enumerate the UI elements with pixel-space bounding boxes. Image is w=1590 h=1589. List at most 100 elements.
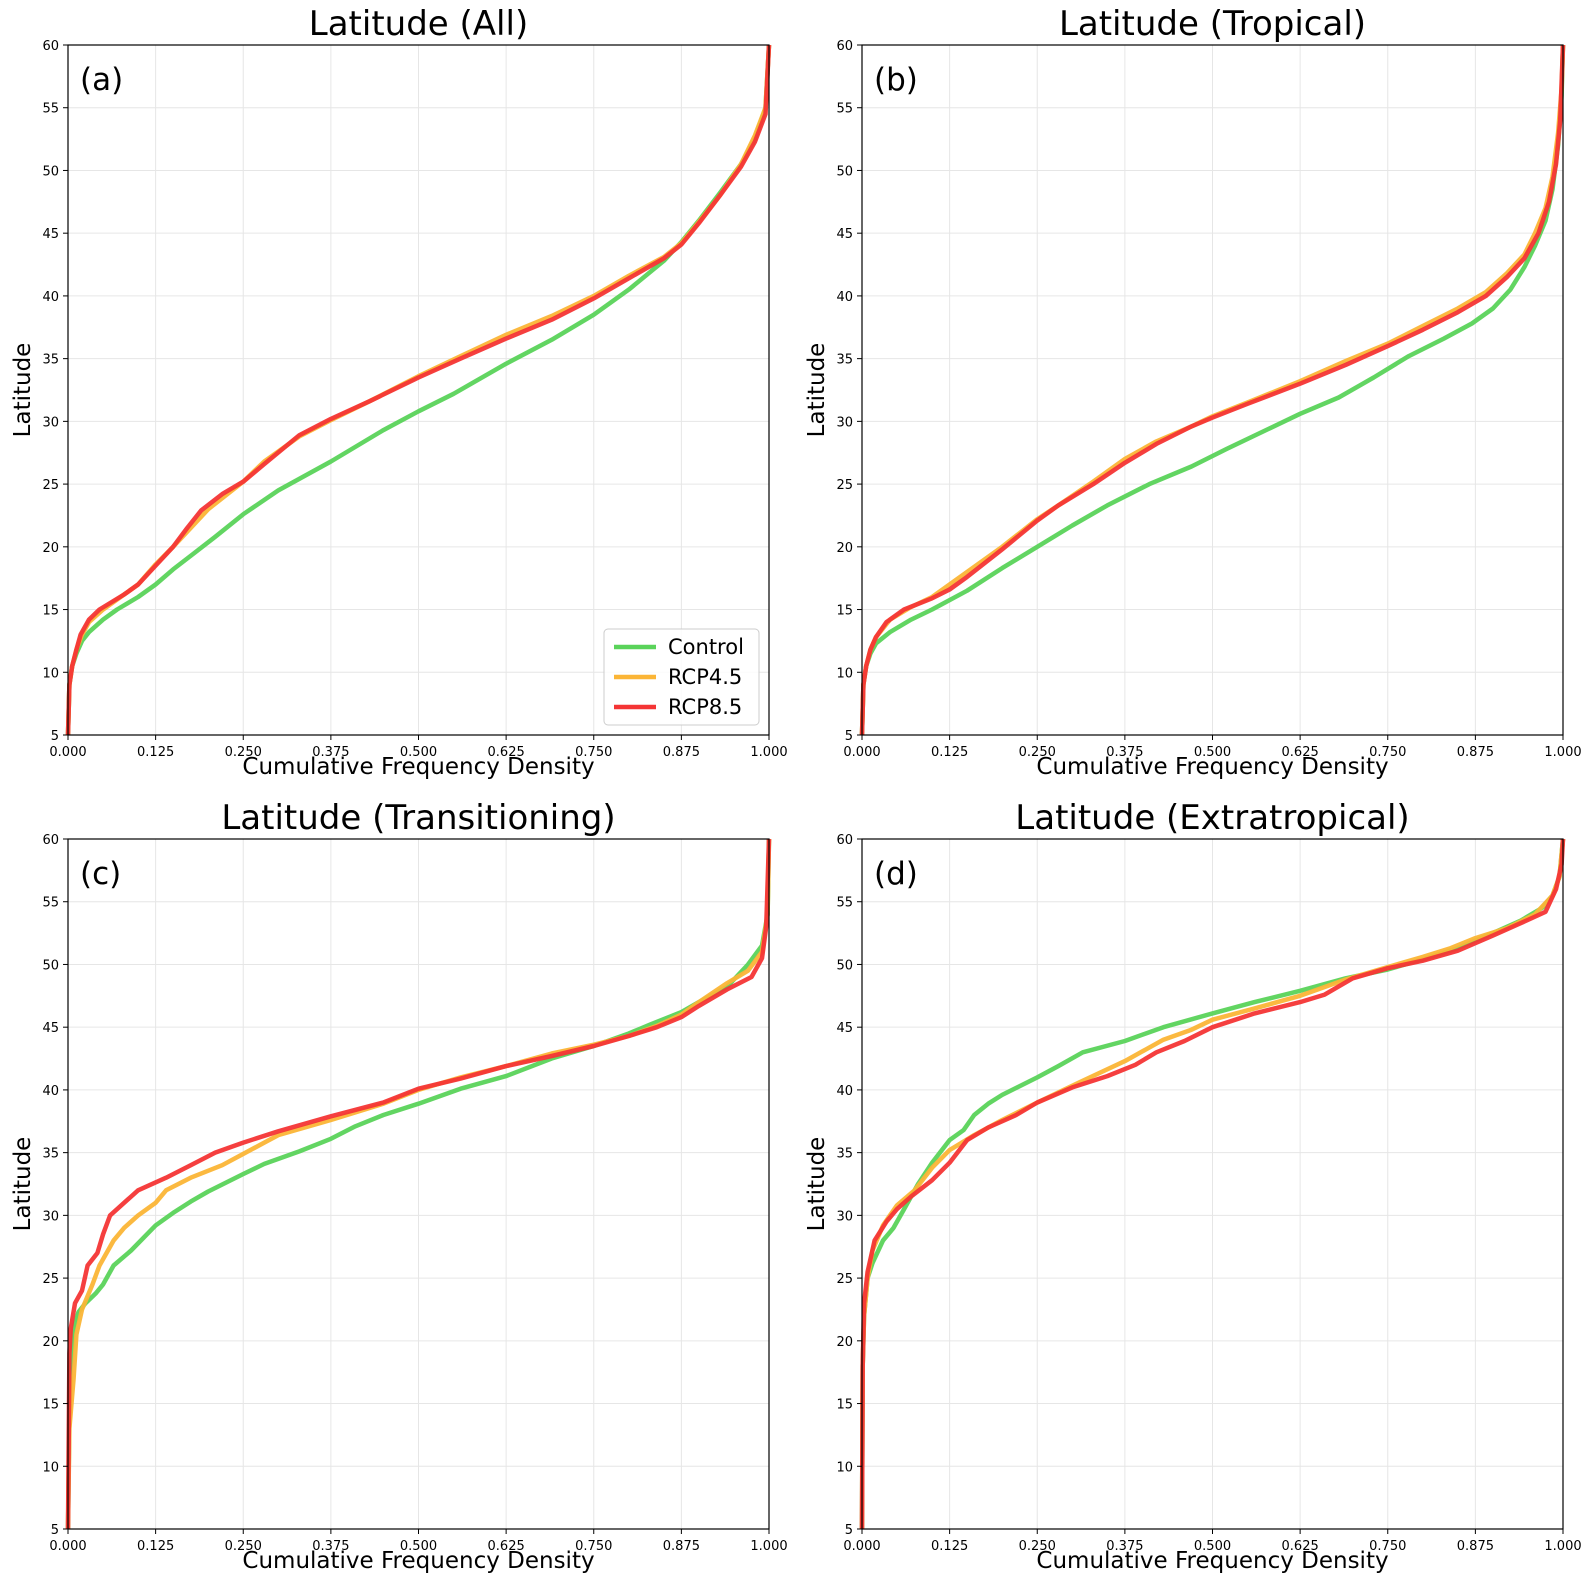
x-tick-label: 0.625 xyxy=(488,1539,525,1554)
series-line-rcp85 xyxy=(65,838,772,1530)
x-tick-label: 0.500 xyxy=(400,1539,437,1554)
panel-3: 0.000 0.125 0.250 0.375 0.500 0.625 0.750 0.875… xyxy=(10,798,788,1574)
y-tick-label: 60 xyxy=(836,833,853,848)
series-line-rcp85 xyxy=(859,44,1566,736)
x-axis-label: Cumulative Frequency Density xyxy=(1036,1548,1388,1574)
y-tick-label: 55 xyxy=(42,102,59,117)
legend-label: RCP4.5 xyxy=(668,665,742,689)
panel-title: Latitude (Extratropical) xyxy=(1015,798,1409,838)
y-tick-label: 20 xyxy=(42,1335,59,1350)
x-tick-label: 0.750 xyxy=(1369,1539,1406,1554)
panel-label: (d) xyxy=(874,856,918,892)
y-tick-label: 10 xyxy=(42,666,59,681)
x-tick-label: 0.250 xyxy=(225,745,262,760)
y-tick-label: 20 xyxy=(836,1335,853,1350)
x-tick-label: 0.500 xyxy=(1194,1539,1231,1554)
x-tick-label: 0.875 xyxy=(1457,745,1494,760)
y-tick-label: 55 xyxy=(42,896,59,911)
y-tick-label: 20 xyxy=(836,541,853,556)
y-tick-label: 15 xyxy=(42,1398,59,1413)
y-tick-label: 5 xyxy=(845,729,853,744)
x-tick-label: 0.500 xyxy=(400,745,437,760)
panel-2: 0.000 0.125 0.250 0.375 0.500 0.625 0.750 0.875… xyxy=(804,4,1582,780)
x-tick-label: 0.750 xyxy=(575,1539,612,1554)
y-tick-label: 35 xyxy=(836,353,853,368)
x-tick-label: 1.000 xyxy=(750,745,787,760)
y-tick-label: 60 xyxy=(42,39,59,54)
legend-label: RCP8.5 xyxy=(668,695,742,719)
x-tick-label: 0.000 xyxy=(843,1539,880,1554)
y-tick-label: 25 xyxy=(42,1272,59,1287)
x-tick-label: 0.125 xyxy=(931,745,968,760)
series-line-rcp85 xyxy=(859,838,1566,1530)
x-tick-label: 0.250 xyxy=(1019,1539,1056,1554)
x-tick-label: 0.000 xyxy=(843,745,880,760)
y-axis-label: Latitude xyxy=(10,1137,36,1232)
y-tick-label: 45 xyxy=(42,1021,59,1036)
x-tick-label: 0.375 xyxy=(1106,1539,1143,1554)
x-tick-label: 0.500 xyxy=(1194,745,1231,760)
y-tick-label: 15 xyxy=(836,1398,853,1413)
x-tick-label: 0.875 xyxy=(663,745,700,760)
x-tick-label: 0.125 xyxy=(931,1539,968,1554)
series-line-control xyxy=(859,44,1566,736)
panel-label: (c) xyxy=(80,856,121,892)
y-tick-label: 25 xyxy=(42,478,59,493)
panel-title: Latitude (Transitioning) xyxy=(221,798,615,838)
y-tick-label: 5 xyxy=(51,1523,59,1538)
y-tick-label: 40 xyxy=(42,290,59,305)
panel-4: 0.000 0.125 0.250 0.375 0.500 0.625 0.750 0.875… xyxy=(804,798,1582,1574)
y-tick-label: 60 xyxy=(42,833,59,848)
x-tick-label: 0.375 xyxy=(1106,745,1143,760)
x-tick-label: 0.000 xyxy=(49,1539,86,1554)
y-tick-label: 25 xyxy=(836,478,853,493)
y-tick-label: 60 xyxy=(836,39,853,54)
y-axis-label: Latitude xyxy=(10,343,36,438)
y-axis-label: Latitude xyxy=(804,343,830,438)
y-tick-label: 35 xyxy=(42,1147,59,1162)
y-tick-label: 50 xyxy=(42,164,59,179)
y-tick-label: 15 xyxy=(42,604,59,619)
x-tick-label: 0.000 xyxy=(49,745,86,760)
panel-title: Latitude (Tropical) xyxy=(1059,4,1366,44)
y-tick-label: 40 xyxy=(836,290,853,305)
x-axis-label: Cumulative Frequency Density xyxy=(242,1548,594,1574)
x-tick-label: 0.625 xyxy=(488,745,525,760)
y-tick-label: 35 xyxy=(836,1147,853,1162)
x-axis-label: Cumulative Frequency Density xyxy=(1036,754,1388,780)
x-tick-label: 0.250 xyxy=(1019,745,1056,760)
panel-title: Latitude (All) xyxy=(309,4,528,44)
x-tick-label: 0.250 xyxy=(225,1539,262,1554)
x-tick-label: 0.875 xyxy=(663,1539,700,1554)
y-tick-label: 30 xyxy=(42,1209,59,1224)
x-tick-label: 0.875 xyxy=(1457,1539,1494,1554)
y-axis-label: Latitude xyxy=(804,1137,830,1232)
y-tick-label: 45 xyxy=(42,227,59,242)
x-axis-label: Cumulative Frequency Density xyxy=(242,754,594,780)
y-tick-label: 45 xyxy=(836,227,853,242)
y-tick-label: 50 xyxy=(42,958,59,973)
y-tick-label: 30 xyxy=(836,415,853,430)
x-tick-label: 1.000 xyxy=(750,1539,787,1554)
y-tick-label: 5 xyxy=(51,729,59,744)
legend-box xyxy=(603,628,760,726)
x-tick-label: 0.125 xyxy=(137,1539,174,1554)
x-tick-label: 1.000 xyxy=(1544,745,1581,760)
panel-label: (a) xyxy=(80,62,123,98)
y-tick-label: 40 xyxy=(42,1084,59,1099)
y-tick-label: 50 xyxy=(836,958,853,973)
x-tick-label: 0.750 xyxy=(1369,745,1406,760)
x-tick-label: 0.625 xyxy=(1282,1539,1319,1554)
y-tick-label: 5 xyxy=(845,1523,853,1538)
x-tick-label: 0.375 xyxy=(312,745,349,760)
y-tick-label: 40 xyxy=(836,1084,853,1099)
y-tick-label: 50 xyxy=(836,164,853,179)
series-line-rcp45 xyxy=(65,838,772,1530)
panel-1: 0.000 0.125 0.250 0.375 0.500 0.625 0.750 0.875… xyxy=(10,4,788,780)
panel-label: (b) xyxy=(874,62,918,98)
y-tick-label: 10 xyxy=(42,1460,59,1475)
y-tick-label: 10 xyxy=(836,1460,853,1475)
y-tick-label: 35 xyxy=(42,353,59,368)
y-tick-label: 30 xyxy=(42,415,59,430)
